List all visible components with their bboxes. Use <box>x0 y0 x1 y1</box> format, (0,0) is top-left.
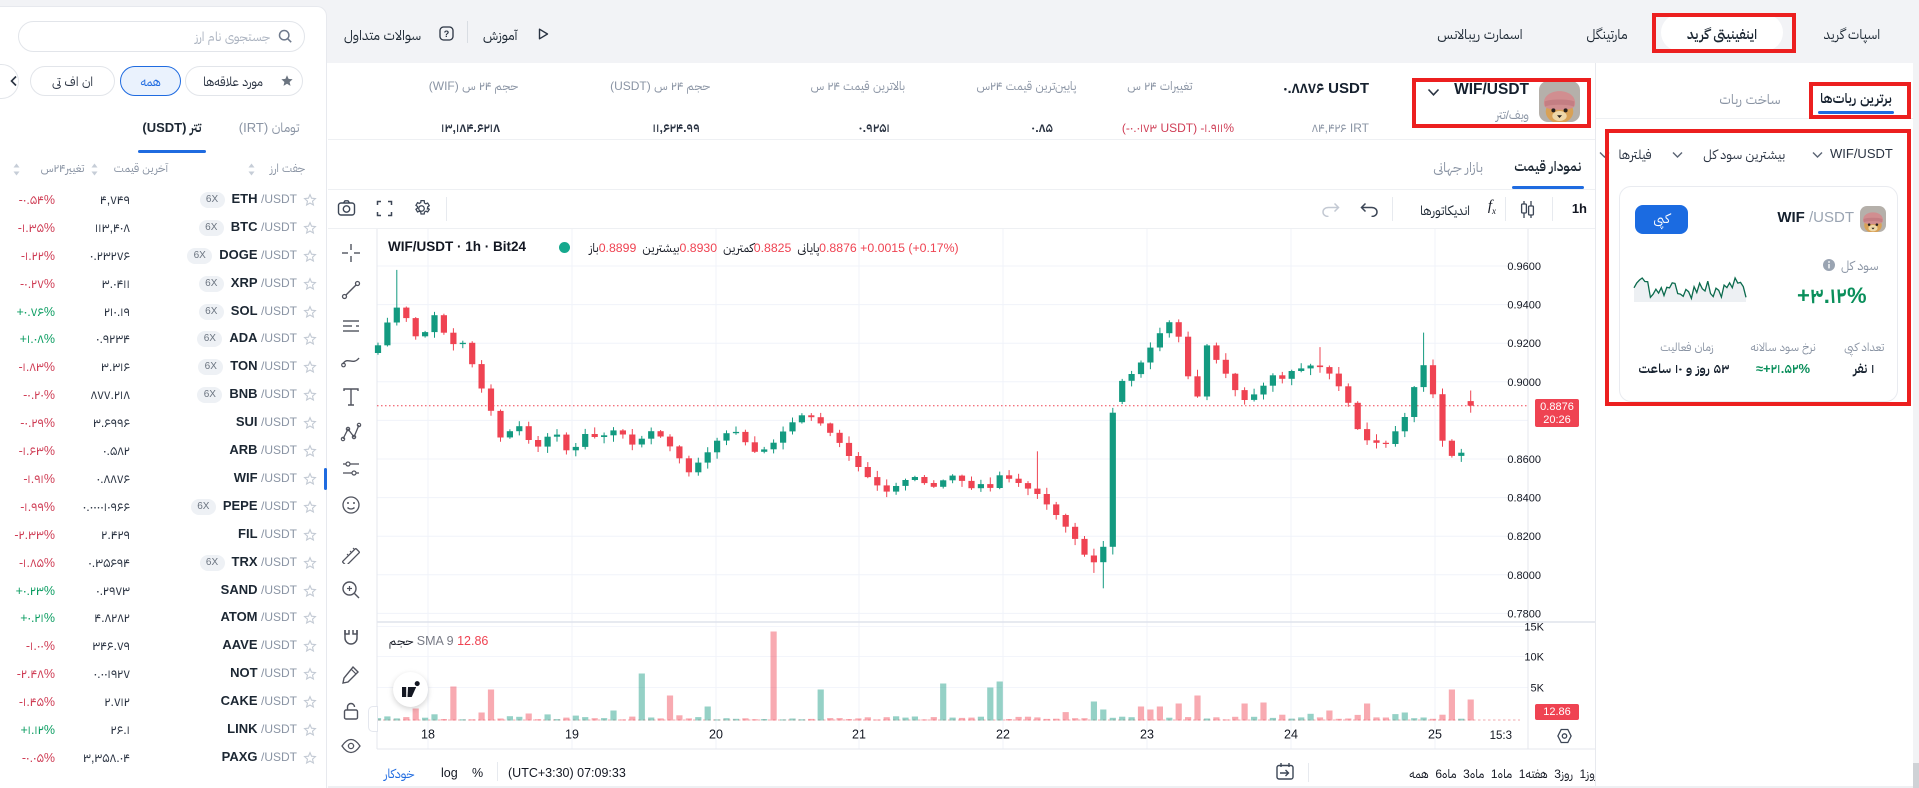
svg-text:25: 25 <box>1428 728 1442 742</box>
svg-text:0.8600: 0.8600 <box>1507 454 1541 466</box>
svg-text:23: 23 <box>1140 728 1154 742</box>
svg-text:0.9400: 0.9400 <box>1507 300 1541 312</box>
svg-text:10K: 10K <box>1524 652 1544 664</box>
svg-text:21: 21 <box>852 728 866 742</box>
svg-text:15:3: 15:3 <box>1490 730 1512 742</box>
svg-text:0.9200: 0.9200 <box>1507 338 1541 350</box>
svg-text:22: 22 <box>996 728 1010 742</box>
svg-text:0.7800: 0.7800 <box>1507 608 1541 620</box>
svg-text:5K: 5K <box>1531 683 1545 695</box>
svg-text:18: 18 <box>421 728 435 742</box>
svg-text:19: 19 <box>565 728 579 742</box>
svg-text:15K: 15K <box>1524 622 1544 634</box>
svg-text:0.8200: 0.8200 <box>1507 531 1541 543</box>
svg-text:0.8400: 0.8400 <box>1507 493 1541 505</box>
svg-text:0.8000: 0.8000 <box>1507 570 1541 582</box>
svg-text:?: ? <box>444 29 450 39</box>
svg-text:0.9000: 0.9000 <box>1507 377 1541 389</box>
svg-text:20: 20 <box>709 728 723 742</box>
svg-text:24: 24 <box>1284 728 1298 742</box>
svg-text:0.9600: 0.9600 <box>1507 261 1541 273</box>
